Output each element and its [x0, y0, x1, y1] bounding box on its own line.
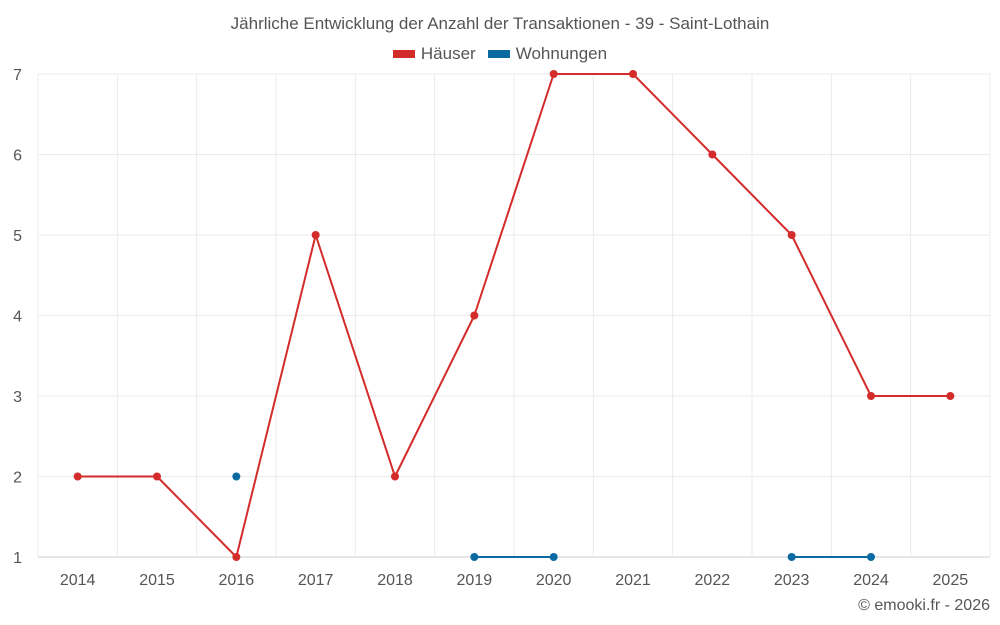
data-point-apartments [787, 553, 796, 561]
y-tick-label: 5 [13, 228, 22, 245]
data-point-houses [629, 70, 637, 78]
data-point-houses [232, 553, 241, 561]
legend-label-apartments: Wohnungen [515, 44, 608, 63]
y-tick-label: 2 [13, 470, 22, 487]
data-point-apartments [232, 472, 241, 481]
x-tick-label: 2016 [219, 572, 255, 589]
x-tick-label: 2014 [60, 572, 96, 589]
x-tick-label: 2020 [536, 572, 572, 589]
legend-label-houses: Häuser [420, 44, 476, 63]
legend: Häuser Wohnungen [0, 44, 1000, 64]
data-point-houses [73, 472, 82, 481]
series-segment-houses [156, 475, 238, 558]
data-point-houses [549, 70, 558, 78]
x-tick-label: 2017 [298, 572, 334, 589]
y-tick-label: 4 [13, 309, 22, 326]
data-point-houses [391, 472, 399, 481]
y-tick-label: 7 [13, 67, 22, 84]
series-segment-houses [314, 234, 396, 478]
series-segment-houses [473, 73, 555, 317]
series-segment-houses [632, 73, 714, 156]
data-point-apartments [867, 553, 875, 561]
legend-item-apartments[interactable]: Wohnungen [487, 44, 608, 64]
y-tick-label: 6 [13, 148, 22, 165]
series-segment-houses [394, 314, 476, 478]
series-segment-houses [790, 234, 872, 397]
legend-swatch-apartments [487, 50, 510, 58]
x-tick-label: 2022 [695, 572, 731, 589]
x-tick-label: 2019 [457, 572, 493, 589]
series-segment-houses [711, 153, 793, 236]
data-point-apartments [549, 553, 558, 561]
credit-text: © emooki.fr - 2026 [858, 597, 990, 614]
data-point-houses [470, 311, 479, 320]
y-tick-label: 3 [13, 389, 22, 406]
data-point-houses [708, 150, 717, 159]
x-tick-label: 2023 [774, 572, 810, 589]
x-tick-label: 2024 [853, 572, 889, 589]
x-tick-label: 2021 [615, 572, 651, 589]
data-point-houses [311, 231, 320, 239]
legend-swatch-houses [392, 50, 415, 58]
data-point-houses [867, 392, 875, 400]
data-point-apartments [470, 553, 479, 561]
data-point-houses [787, 231, 796, 239]
data-point-houses [946, 392, 955, 400]
y-tick-label: 1 [13, 550, 22, 567]
series-segment-houses [235, 234, 317, 558]
data-point-houses [153, 472, 161, 481]
legend-item-houses[interactable]: Häuser [392, 44, 476, 64]
x-tick-label: 2015 [139, 572, 175, 589]
x-tick-label: 2025 [933, 572, 969, 589]
chart-title: Jährliche Entwicklung der Anzahl der Tra… [230, 14, 770, 33]
x-tick-label: 2018 [377, 572, 413, 589]
